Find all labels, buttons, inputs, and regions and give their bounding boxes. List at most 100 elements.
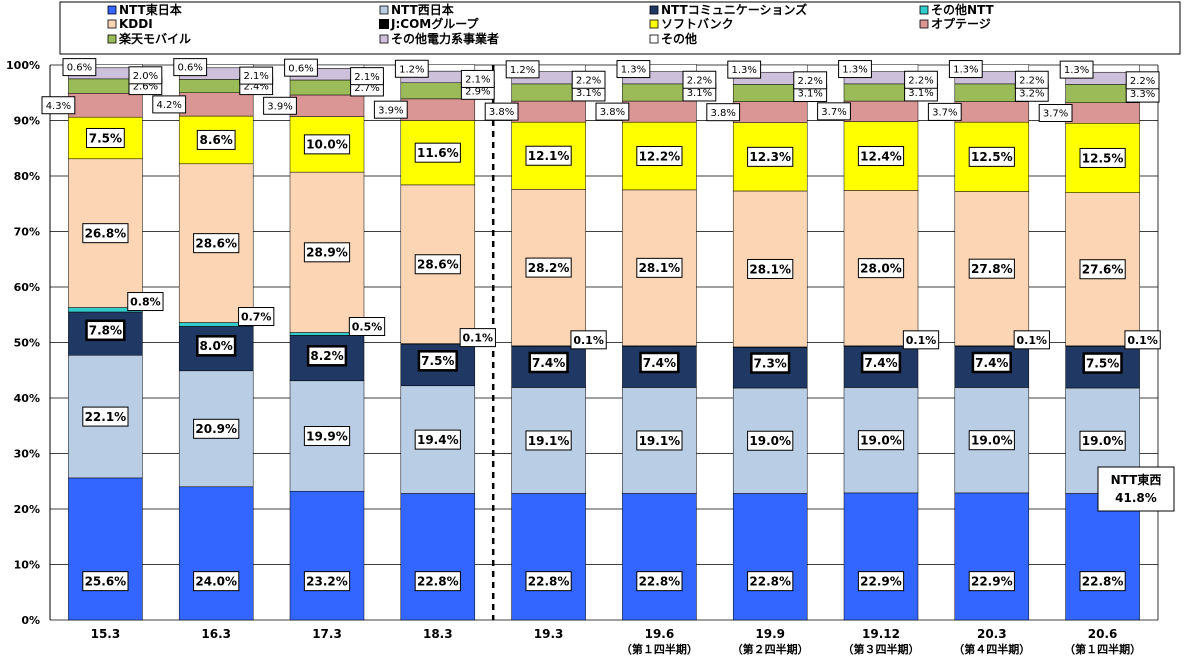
x-tick-sublabel: （第１四半期） bbox=[1064, 642, 1141, 656]
svg-text:0.1%: 0.1% bbox=[906, 334, 937, 347]
svg-text:12.1%: 12.1% bbox=[528, 149, 570, 163]
svg-text:3.1%: 3.1% bbox=[576, 88, 601, 99]
data-label: 12.5% bbox=[968, 146, 1015, 167]
svg-text:3.9%: 3.9% bbox=[267, 101, 292, 112]
data-label: 3.7% bbox=[817, 102, 851, 121]
svg-text:NTT東日本: NTT東日本 bbox=[119, 2, 182, 17]
data-label: 12.3% bbox=[747, 146, 794, 167]
data-label: 19.4% bbox=[414, 429, 461, 450]
data-label: 12.2% bbox=[636, 146, 683, 167]
svg-text:19.0%: 19.0% bbox=[860, 434, 902, 448]
data-label: 2.2% bbox=[793, 71, 828, 90]
svg-text:20.9%: 20.9% bbox=[195, 422, 237, 436]
data-label: 7.5% bbox=[1082, 352, 1123, 374]
svg-text:4.3%: 4.3% bbox=[46, 101, 71, 112]
svg-text:オプテージ: オプテージ bbox=[931, 16, 991, 31]
svg-text:2.2%: 2.2% bbox=[1130, 76, 1155, 87]
data-label: 22.8% bbox=[636, 571, 683, 592]
svg-text:7.4%: 7.4% bbox=[643, 356, 676, 370]
svg-text:その他NTT: その他NTT bbox=[931, 2, 995, 17]
svg-text:2.1%: 2.1% bbox=[354, 72, 379, 83]
svg-text:26.8%: 26.8% bbox=[85, 226, 127, 240]
data-label: 2.2% bbox=[904, 70, 938, 89]
y-tick-label: 10% bbox=[14, 559, 40, 572]
bar-segment bbox=[732, 493, 808, 621]
data-label: 3.8% bbox=[706, 103, 741, 122]
svg-text:19.0%: 19.0% bbox=[749, 434, 791, 448]
x-tick-label: 16.3 bbox=[201, 627, 231, 641]
legend-item: J:COMグループ bbox=[379, 16, 479, 31]
svg-text:7.4%: 7.4% bbox=[975, 356, 1008, 370]
x-tick-label: 20.6 bbox=[1088, 627, 1118, 641]
data-label: 22.8% bbox=[747, 571, 794, 592]
svg-text:11.6%: 11.6% bbox=[417, 146, 459, 160]
y-tick-label: 80% bbox=[14, 170, 40, 183]
svg-text:12.5%: 12.5% bbox=[971, 150, 1013, 164]
legend-item: その他 bbox=[649, 31, 697, 46]
legend-item: ソフトバンク bbox=[649, 17, 734, 31]
data-label: 3.9% bbox=[373, 100, 408, 119]
svg-text:10.0%: 10.0% bbox=[306, 138, 348, 152]
x-tick-label: 19.6 bbox=[645, 627, 675, 641]
svg-text:22.8%: 22.8% bbox=[1082, 574, 1124, 588]
callout-line1: NTT東西 bbox=[1111, 472, 1162, 487]
svg-text:2.9%: 2.9% bbox=[465, 86, 490, 97]
data-label: 22.8% bbox=[1079, 571, 1126, 592]
x-tick-label: 20.3 bbox=[977, 627, 1007, 641]
legend-item: NTT東日本 bbox=[107, 2, 182, 17]
bar-segment bbox=[622, 493, 697, 621]
y-tick-label: 90% bbox=[14, 115, 40, 128]
svg-text:22.8%: 22.8% bbox=[528, 574, 570, 588]
svg-text:0.7%: 0.7% bbox=[241, 310, 272, 323]
data-label: 12.5% bbox=[1079, 147, 1126, 168]
y-tick-label: 30% bbox=[14, 448, 40, 461]
svg-text:19.9%: 19.9% bbox=[306, 429, 348, 443]
svg-text:7.5%: 7.5% bbox=[1086, 356, 1119, 370]
svg-text:22.8%: 22.8% bbox=[749, 574, 791, 588]
svg-text:1.3%: 1.3% bbox=[731, 65, 756, 76]
data-label: 0.1% bbox=[1124, 330, 1161, 350]
data-label: 2.1% bbox=[460, 69, 495, 88]
svg-text:28.6%: 28.6% bbox=[195, 236, 237, 250]
data-label: 1.3% bbox=[616, 60, 651, 79]
svg-text:J:COMグループ: J:COMグループ bbox=[390, 16, 479, 31]
x-tick-sublabel: （第１四半期） bbox=[621, 642, 698, 656]
data-label: 0.7% bbox=[238, 307, 275, 327]
svg-text:0.1%: 0.1% bbox=[573, 334, 604, 347]
data-label: 2.1% bbox=[239, 66, 274, 85]
svg-text:2.2%: 2.2% bbox=[797, 76, 822, 87]
data-label: 12.4% bbox=[857, 146, 905, 167]
bar-segment bbox=[622, 100, 697, 123]
legend: NTT東日本 NTT西日本 NTTコミュニケーションズ その他NTT KDDI J:COM… bbox=[59, 1, 1181, 55]
svg-text:0.6%: 0.6% bbox=[177, 63, 202, 74]
data-label: 28.1% bbox=[747, 258, 794, 279]
svg-text:28.1%: 28.1% bbox=[749, 262, 791, 276]
x-tick-label: 18.3 bbox=[423, 627, 453, 641]
svg-text:2.7%: 2.7% bbox=[354, 83, 379, 94]
legend-item: NTTコミュニケーションズ bbox=[649, 2, 807, 17]
data-label: 22.1% bbox=[82, 406, 129, 427]
data-label: 4.3% bbox=[41, 96, 76, 115]
y-tick-label: 60% bbox=[14, 281, 40, 294]
data-label: 3.9% bbox=[263, 96, 297, 115]
data-label: 22.8% bbox=[525, 571, 572, 592]
bar-segment bbox=[732, 101, 808, 123]
data-label: 0.1% bbox=[902, 330, 940, 350]
svg-text:その他: その他 bbox=[661, 31, 697, 46]
svg-text:1.3%: 1.3% bbox=[621, 65, 646, 76]
svg-text:8.0%: 8.0% bbox=[200, 339, 233, 353]
data-label: 22.9% bbox=[968, 571, 1015, 592]
bar-segment bbox=[289, 94, 365, 117]
svg-text:7.4%: 7.4% bbox=[532, 356, 565, 370]
svg-text:22.9%: 22.9% bbox=[971, 574, 1013, 588]
svg-text:1.3%: 1.3% bbox=[842, 65, 867, 76]
data-label: 19.0% bbox=[968, 430, 1015, 451]
svg-text:2.1%: 2.1% bbox=[465, 75, 490, 86]
svg-text:3.7%: 3.7% bbox=[821, 107, 846, 118]
svg-text:7.3%: 7.3% bbox=[754, 356, 787, 370]
x-tick-label: 19.3 bbox=[534, 627, 564, 641]
callout-line2: 41.8% bbox=[1115, 491, 1157, 505]
data-label: 7.8% bbox=[85, 319, 126, 342]
svg-text:23.2%: 23.2% bbox=[306, 574, 348, 588]
